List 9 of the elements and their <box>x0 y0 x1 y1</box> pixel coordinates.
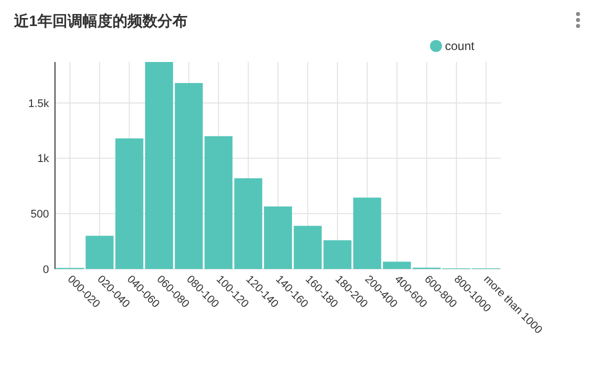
y-tick-label: 0 <box>42 264 49 276</box>
y-tick-label: 1k <box>37 153 50 166</box>
legend-label: count <box>445 39 476 54</box>
bar <box>264 206 292 269</box>
y-tick-label: 500 <box>30 208 49 220</box>
y-tick-label: 1.5k <box>28 98 50 110</box>
bar <box>234 178 262 269</box>
bar <box>294 226 322 269</box>
chart-title: 近1年回调幅度的频数分布 <box>13 12 188 30</box>
